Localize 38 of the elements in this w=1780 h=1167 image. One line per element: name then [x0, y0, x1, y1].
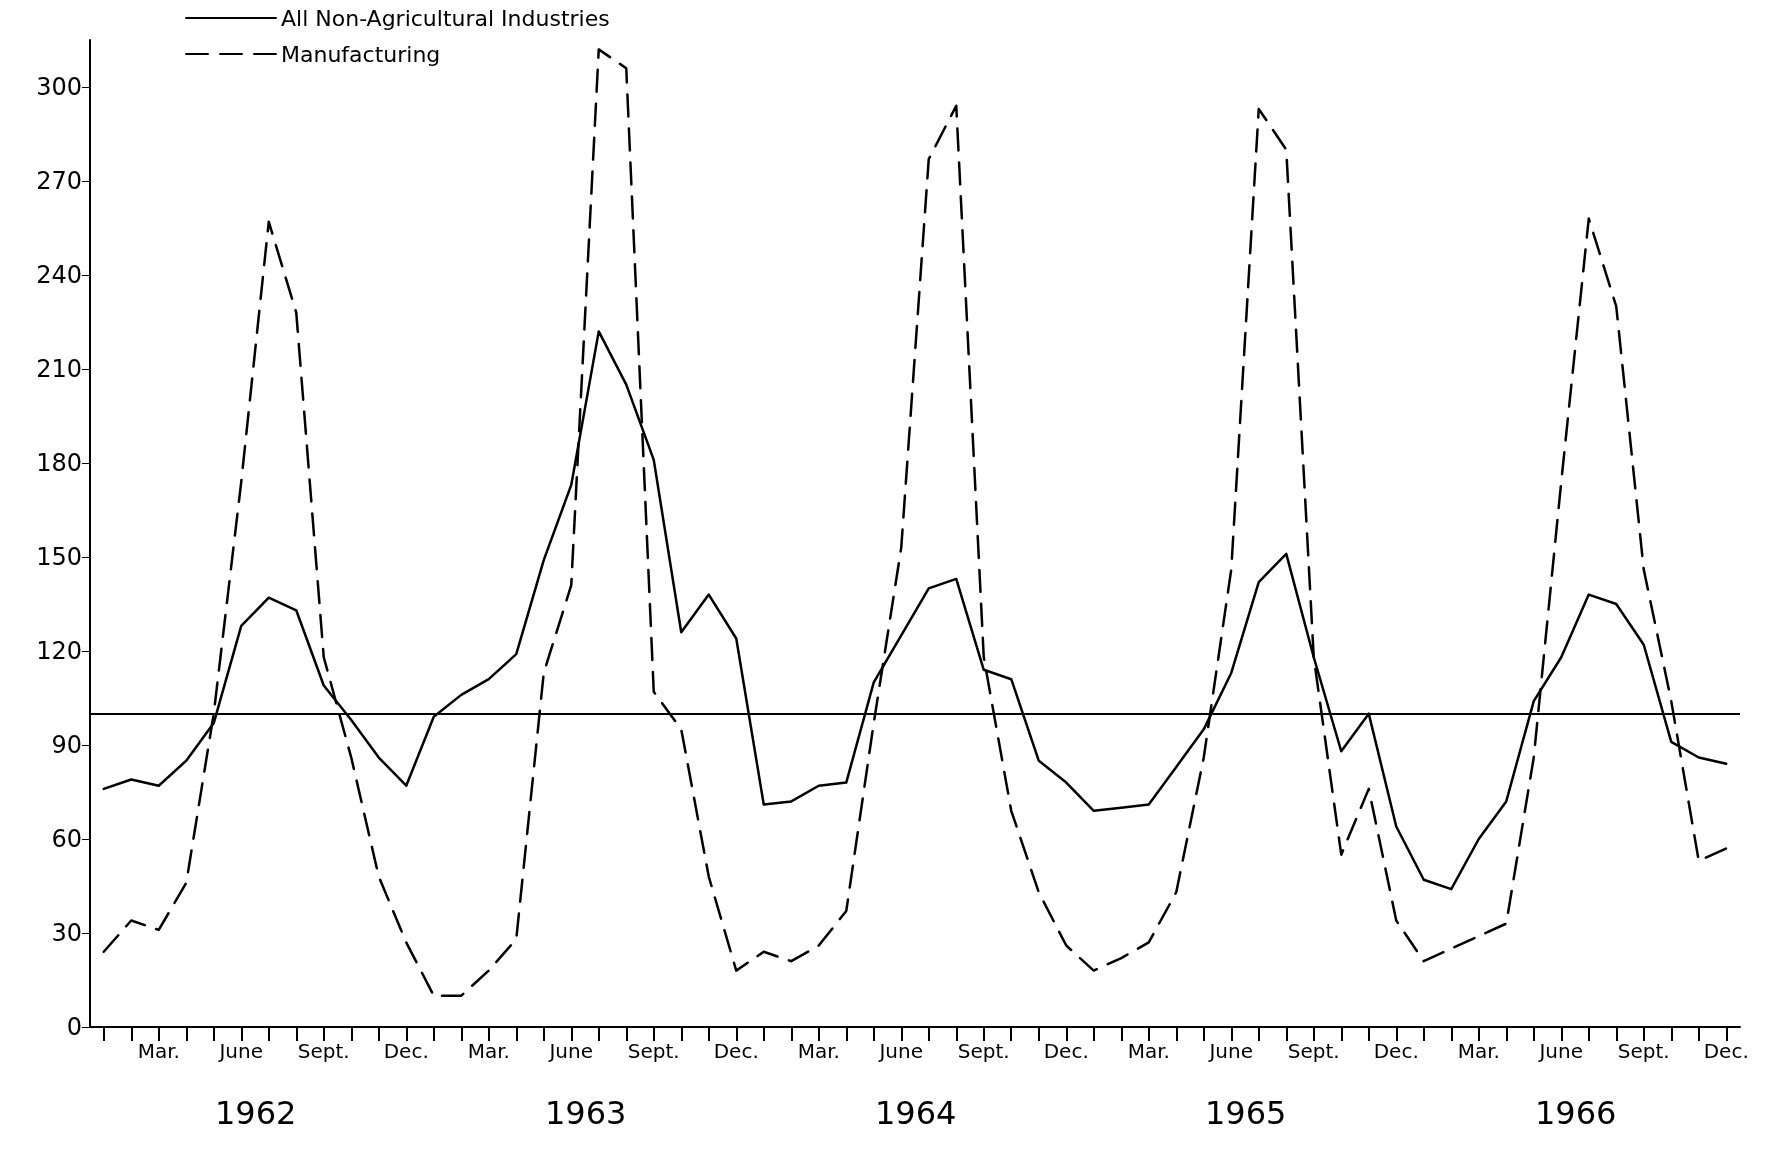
x-tick-label: Sept.	[1287, 1039, 1340, 1063]
x-tick-label: Sept.	[627, 1039, 680, 1063]
legend-label: All Non-Agricultural Industries	[281, 5, 610, 31]
y-tick-label: 270	[36, 167, 82, 195]
x-tick-label: Mar.	[467, 1039, 510, 1063]
x-tick-label: Mar.	[1457, 1039, 1500, 1063]
legend-label: Manufacturing	[281, 41, 441, 67]
x-tick-label: Dec.	[1703, 1039, 1749, 1063]
text: 1965	[1205, 1094, 1287, 1132]
y-tick-label: 240	[36, 261, 82, 289]
x-tick-label: June	[217, 1039, 264, 1063]
x-tick-label: Mar.	[797, 1039, 840, 1063]
y-tick-label: 30	[51, 919, 82, 947]
x-tick-label: June	[877, 1039, 924, 1063]
x-tick-label: Mar.	[137, 1039, 180, 1063]
text: 1966	[1535, 1094, 1617, 1132]
x-tick-label: Dec.	[1043, 1039, 1089, 1063]
x-tick-label: Sept.	[297, 1039, 350, 1063]
x-tick-label: Dec.	[383, 1039, 429, 1063]
y-tick-label: 210	[36, 355, 82, 383]
x-tick-label: Sept.	[1617, 1039, 1670, 1063]
x-tick-label: June	[1537, 1039, 1584, 1063]
y-tick-label: 180	[36, 449, 82, 477]
y-tick-label: 300	[36, 73, 82, 101]
text: 1962	[215, 1094, 297, 1132]
x-tick-label: Dec.	[713, 1039, 759, 1063]
text: 1964	[875, 1094, 957, 1132]
x-tick-label: June	[547, 1039, 594, 1063]
y-tick-label: 120	[36, 637, 82, 665]
y-tick-label: 60	[51, 825, 82, 853]
x-tick-label: Mar.	[1127, 1039, 1170, 1063]
y-tick-label: 150	[36, 543, 82, 571]
x-tick-label: June	[1207, 1039, 1254, 1063]
y-tick-label: 0	[66, 1013, 82, 1041]
x-tick-label: Sept.	[957, 1039, 1010, 1063]
text: 1963	[545, 1094, 627, 1132]
x-tick-label: Dec.	[1373, 1039, 1419, 1063]
y-tick-label: 90	[51, 731, 82, 759]
